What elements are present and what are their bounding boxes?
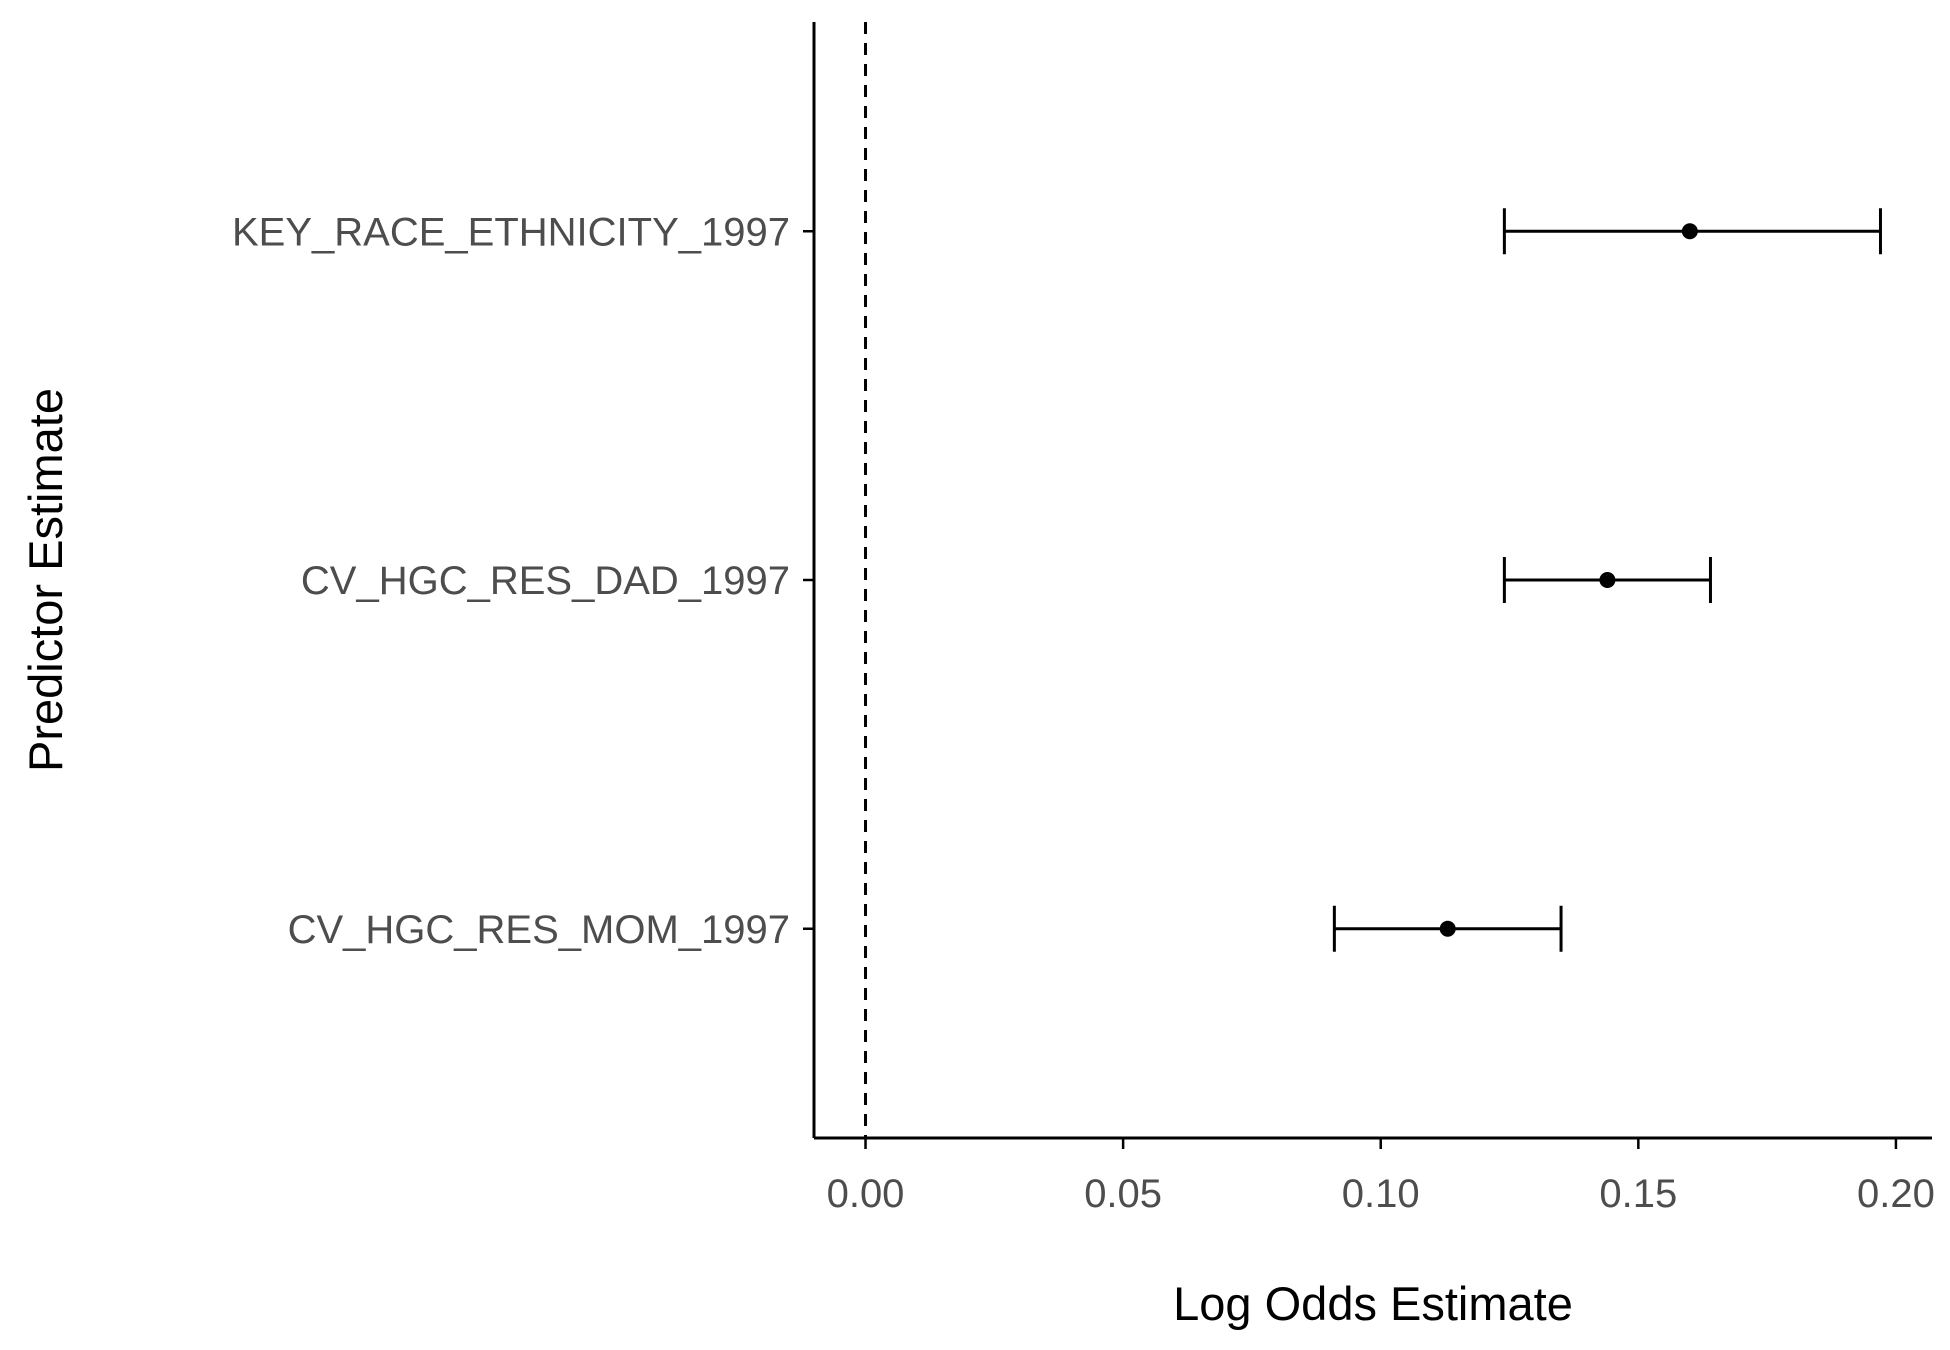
estimate-row	[1502, 557, 1712, 603]
estimate-row	[1502, 208, 1882, 255]
estimate-row	[1332, 905, 1563, 952]
estimate-point	[1599, 572, 1616, 588]
estimate-marks	[1332, 208, 1882, 952]
y-tick-label: CV_HGC_RES_DAD_1997	[301, 559, 790, 603]
x-tick-label: 0.05	[1084, 1172, 1162, 1216]
estimate-point	[1681, 223, 1698, 240]
x-tick-label: 0.15	[1599, 1172, 1677, 1216]
x-tick-label: 0.00	[827, 1172, 905, 1216]
x-axis-title: Log Odds Estimate	[1173, 1277, 1573, 1330]
x-tick-label: 0.10	[1342, 1172, 1420, 1216]
axes-layer	[812, 22, 1932, 1140]
x-tick-label: 0.20	[1857, 1172, 1935, 1216]
estimate-point	[1439, 920, 1456, 937]
y-tick-label: CV_HGC_RES_MOM_1997	[288, 908, 790, 952]
y-axis-ticks: KEY_RACE_ETHNICITY_1997 CV_HGC_RES_DAD_19…	[232, 210, 814, 952]
x-axis-ticks: 0.00 0.05 0.10 0.15 0.20	[827, 1138, 1935, 1216]
y-axis-title: Predictor Estimate	[19, 388, 72, 772]
y-tick-label: KEY_RACE_ETHNICITY_1997	[232, 210, 790, 254]
